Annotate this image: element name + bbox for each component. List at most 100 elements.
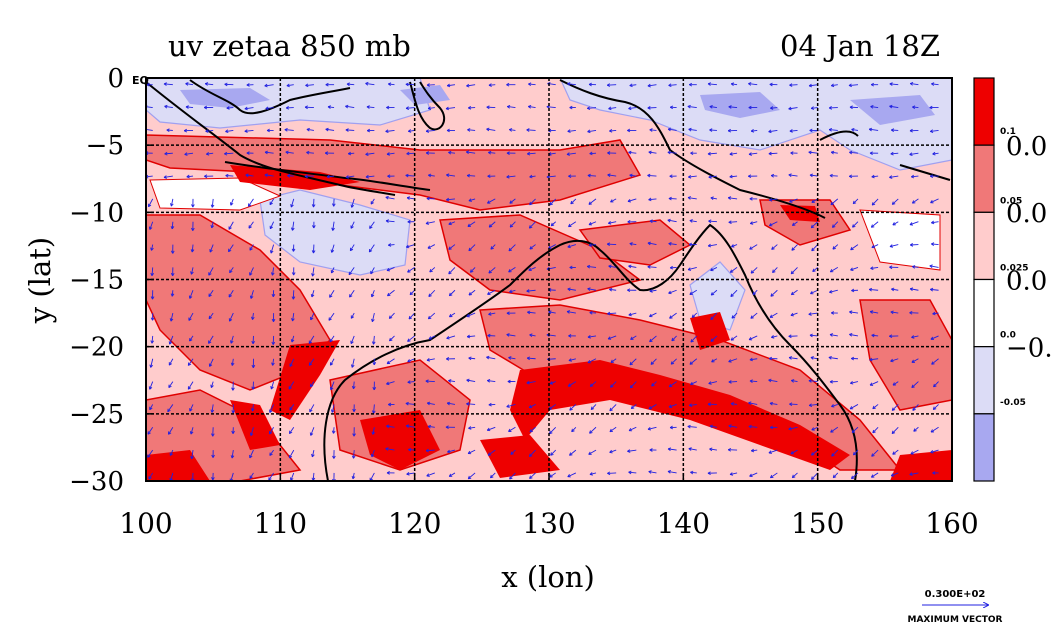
wind-vector	[609, 426, 617, 433]
wind-vector	[406, 151, 415, 156]
wind-vector	[231, 404, 236, 414]
wind-vector	[669, 174, 677, 179]
wind-vector	[730, 335, 738, 341]
wind-vector	[168, 335, 174, 345]
wind-vector	[829, 173, 838, 178]
wind-vector	[589, 426, 597, 434]
wind-vector	[210, 381, 214, 388]
wind-vector	[408, 447, 415, 452]
wind-vector	[528, 449, 536, 458]
colorbar-big-label: 0.0	[1006, 199, 1047, 229]
wind-vector	[468, 244, 476, 252]
wind-vector	[709, 424, 717, 429]
wind-vector	[909, 128, 919, 133]
wind-vector	[810, 356, 818, 360]
wind-vector	[249, 244, 254, 251]
wind-vector	[310, 290, 315, 298]
wind-vector	[209, 244, 214, 253]
wind-vector	[749, 379, 758, 383]
wind-vectors	[146, 81, 939, 481]
wind-vector	[148, 472, 154, 480]
wind-vector	[508, 267, 516, 273]
wind-vector	[868, 127, 879, 132]
wind-vector	[610, 381, 617, 388]
wind-vector	[289, 404, 295, 411]
wind-vector	[910, 449, 919, 455]
wind-vector	[769, 401, 778, 406]
wind-vector	[730, 82, 738, 86]
wind-vector	[170, 290, 175, 297]
wind-vector	[264, 173, 274, 177]
wind-vector	[208, 289, 214, 297]
wind-vector	[811, 472, 818, 480]
wind-vector	[849, 404, 859, 410]
wind-vector	[629, 83, 637, 88]
wind-vector	[567, 381, 577, 387]
wind-vector	[770, 106, 778, 110]
wind-vector	[771, 244, 778, 250]
wind-vector	[251, 313, 255, 320]
wind-vector	[748, 424, 758, 429]
wind-vector	[548, 310, 556, 315]
wind-vector	[768, 151, 778, 156]
wind-vector	[164, 104, 173, 109]
wind-vector	[750, 448, 758, 453]
wind-vector	[891, 287, 899, 292]
wind-vector	[348, 267, 355, 276]
y-tick-label: −30	[69, 467, 124, 497]
colorbar-swatch	[973, 346, 995, 415]
wind-vector	[405, 401, 415, 406]
wind-vector	[628, 150, 637, 155]
wind-vector	[791, 472, 798, 479]
wind-vector	[351, 450, 356, 459]
chart-title-left: uv zetaa 850 mb	[168, 29, 411, 63]
wind-vector	[688, 242, 697, 247]
wind-vector	[649, 128, 657, 132]
wind-vector	[707, 151, 717, 156]
wind-vector	[150, 290, 155, 300]
wind-vector	[710, 335, 718, 342]
wind-vector	[208, 312, 214, 320]
wind-vector	[526, 380, 536, 385]
wind-vector	[909, 243, 919, 247]
wind-vector	[167, 404, 174, 413]
wind-vector	[506, 311, 516, 316]
wind-vector	[509, 472, 516, 480]
wind-vector	[810, 289, 818, 295]
wind-vector	[271, 290, 276, 298]
wind-vector	[268, 427, 274, 435]
wind-vector	[728, 105, 738, 109]
wind-vector	[889, 265, 899, 270]
wind-vector	[508, 244, 516, 252]
wind-vector	[428, 335, 436, 340]
wind-vector	[607, 471, 617, 476]
wind-vector	[606, 242, 617, 247]
wind-vector	[226, 106, 234, 110]
wind-vector	[149, 404, 154, 411]
wind-vector	[771, 335, 778, 339]
wind-vector	[707, 471, 717, 476]
wind-vector	[911, 381, 919, 389]
wind-vector	[249, 267, 254, 276]
wind-vector	[869, 310, 879, 314]
wind-vector	[388, 243, 395, 247]
wind-vector	[628, 312, 637, 317]
wind-vector	[365, 152, 375, 156]
wind-vector	[311, 244, 316, 254]
wind-vector	[448, 312, 456, 318]
wind-vector	[648, 404, 657, 410]
wind-vector	[889, 104, 899, 109]
wind-vector	[467, 128, 476, 132]
wind-vector	[285, 150, 294, 155]
wind-vector	[488, 150, 496, 155]
wind-vector	[208, 267, 214, 276]
wind-vector	[208, 335, 214, 344]
wind-vector	[285, 106, 294, 110]
wind-vector	[869, 151, 879, 155]
wind-vector	[790, 151, 798, 155]
wind-vector	[588, 82, 597, 87]
wind-vector	[550, 221, 557, 227]
wind-vector	[769, 82, 778, 87]
wind-vector	[628, 106, 637, 111]
wind-vector	[529, 426, 536, 433]
